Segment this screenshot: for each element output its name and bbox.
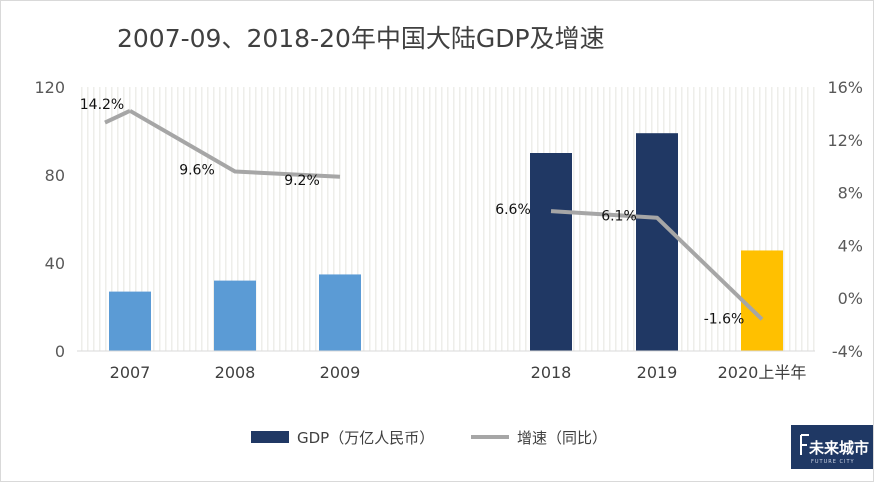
growth-line: [128, 109, 341, 179]
category-label: 2020上半年: [718, 363, 807, 382]
legend-label-growth: 增速（同比）: [517, 429, 607, 447]
growth-data-label: -1.6%: [704, 311, 745, 327]
right-tick-label: 8%: [838, 184, 863, 203]
line-series: [104, 108, 764, 321]
growth-data-label: 14.2%: [80, 97, 124, 113]
gdp-bar: [109, 291, 151, 351]
gdp-bar: [214, 280, 256, 351]
legend-swatch-gdp: [251, 431, 289, 443]
future-city-logo: 未来城市 FUTURE CITY: [791, 425, 873, 469]
right-axis: -4% 0% 4% 8% 12% 16%: [827, 78, 863, 361]
growth-data-label: 6.1%: [601, 209, 637, 225]
logo-background: [791, 425, 873, 469]
logo-subtext: FUTURE CITY: [811, 459, 855, 465]
logo-text: 未来城市: [808, 439, 869, 457]
growth-data-label: 6.6%: [495, 202, 531, 218]
category-label: 2019: [637, 363, 678, 382]
category-label: 2018: [531, 363, 572, 382]
right-tick-label: 0%: [838, 289, 863, 308]
legend-label-gdp: GDP（万亿人民币）: [297, 429, 434, 447]
growth-data-label: 9.2%: [284, 173, 320, 189]
plot-area: [77, 87, 815, 351]
growth-line: [550, 209, 764, 321]
legend: GDP（万亿人民币） 增速（同比）: [251, 429, 607, 447]
growth-line-lead: [104, 108, 131, 125]
left-tick-label: 40: [45, 254, 65, 273]
data-labels: 14.2% 9.6% 9.2% 6.6% 6.1% -1.6%: [80, 97, 745, 328]
left-tick-label: 0: [55, 342, 65, 361]
left-tick-label: 80: [45, 166, 65, 185]
left-axis: 0 40 80 120: [34, 78, 65, 361]
right-tick-label: -4%: [832, 342, 863, 361]
gdp-bar: [530, 153, 572, 351]
right-tick-label: 16%: [827, 78, 863, 97]
category-label: 2007: [110, 363, 151, 382]
chart-title: 2007-09、2018-20年中国大陆GDP及增速: [117, 24, 605, 53]
category-label: 2008: [215, 363, 256, 382]
logo-mark-icon: [800, 434, 809, 455]
right-tick-label: 4%: [838, 236, 863, 255]
growth-data-label: 9.6%: [179, 162, 215, 178]
gdp-bar: [636, 133, 678, 351]
bar-series: [109, 133, 783, 351]
gdp-bar: [319, 274, 361, 351]
gdp-bar: [741, 250, 783, 351]
right-tick-label: 12%: [827, 131, 863, 150]
category-label: 2009: [320, 363, 361, 382]
category-labels: 2007 2008 2009 2018 2019 2020上半年: [110, 363, 807, 382]
left-tick-label: 120: [34, 78, 65, 97]
